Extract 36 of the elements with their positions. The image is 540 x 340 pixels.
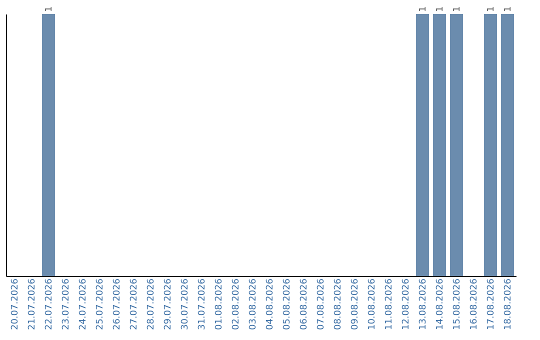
x-tick-label: 14.08.2026 [436,278,446,330]
x-tick-label: 16.08.2026 [470,278,480,330]
data-label: 1 [44,6,54,12]
x-tick-label: 31.07.2026 [198,278,208,330]
x-tick-label: 12.08.2026 [402,278,412,330]
x-tick-label: 15.08.2026 [452,278,462,330]
data-label: 1 [452,6,462,12]
x-tick-label: 26.07.2026 [112,278,122,330]
x-tick-label: 03.08.2026 [248,278,258,330]
x-tick-label: 02.08.2026 [232,278,242,330]
x-tick-label: 17.08.2026 [486,278,496,330]
x-tick-label: 01.08.2026 [214,278,224,330]
x-tick-label: 08.08.2026 [334,278,344,330]
x-tick-label: 06.08.2026 [300,278,310,330]
data-label: 1 [486,6,496,12]
x-tick-label: 23.07.2026 [62,278,72,330]
x-tick-label: 04.08.2026 [266,278,276,330]
x-tick-label: 21.07.2026 [28,278,38,330]
x-tick-label: 05.08.2026 [282,278,292,330]
x-tick-label: 24.07.2026 [78,278,88,330]
x-tick-label: 18.08.2026 [504,278,514,330]
data-label: 1 [504,6,514,12]
x-tick-label: 27.07.2026 [130,278,140,330]
data-label: 1 [436,6,446,12]
x-tick-label: 09.08.2026 [350,278,360,330]
x-tick-label: 28.07.2026 [146,278,156,330]
x-tick-label: 07.08.2026 [316,278,326,330]
x-tick-label: 11.08.2026 [384,278,394,330]
data-label: 1 [418,6,428,12]
x-tick-label: 13.08.2026 [418,278,428,330]
x-tick-label: 10.08.2026 [368,278,378,330]
x-tick-label: 22.07.2026 [44,278,54,330]
x-tick-label: 25.07.2026 [96,278,106,330]
x-tick-label: 29.07.2026 [164,278,174,330]
x-tick-label: 30.07.2026 [180,278,190,330]
x-tick-label: 20.07.2026 [10,278,20,330]
